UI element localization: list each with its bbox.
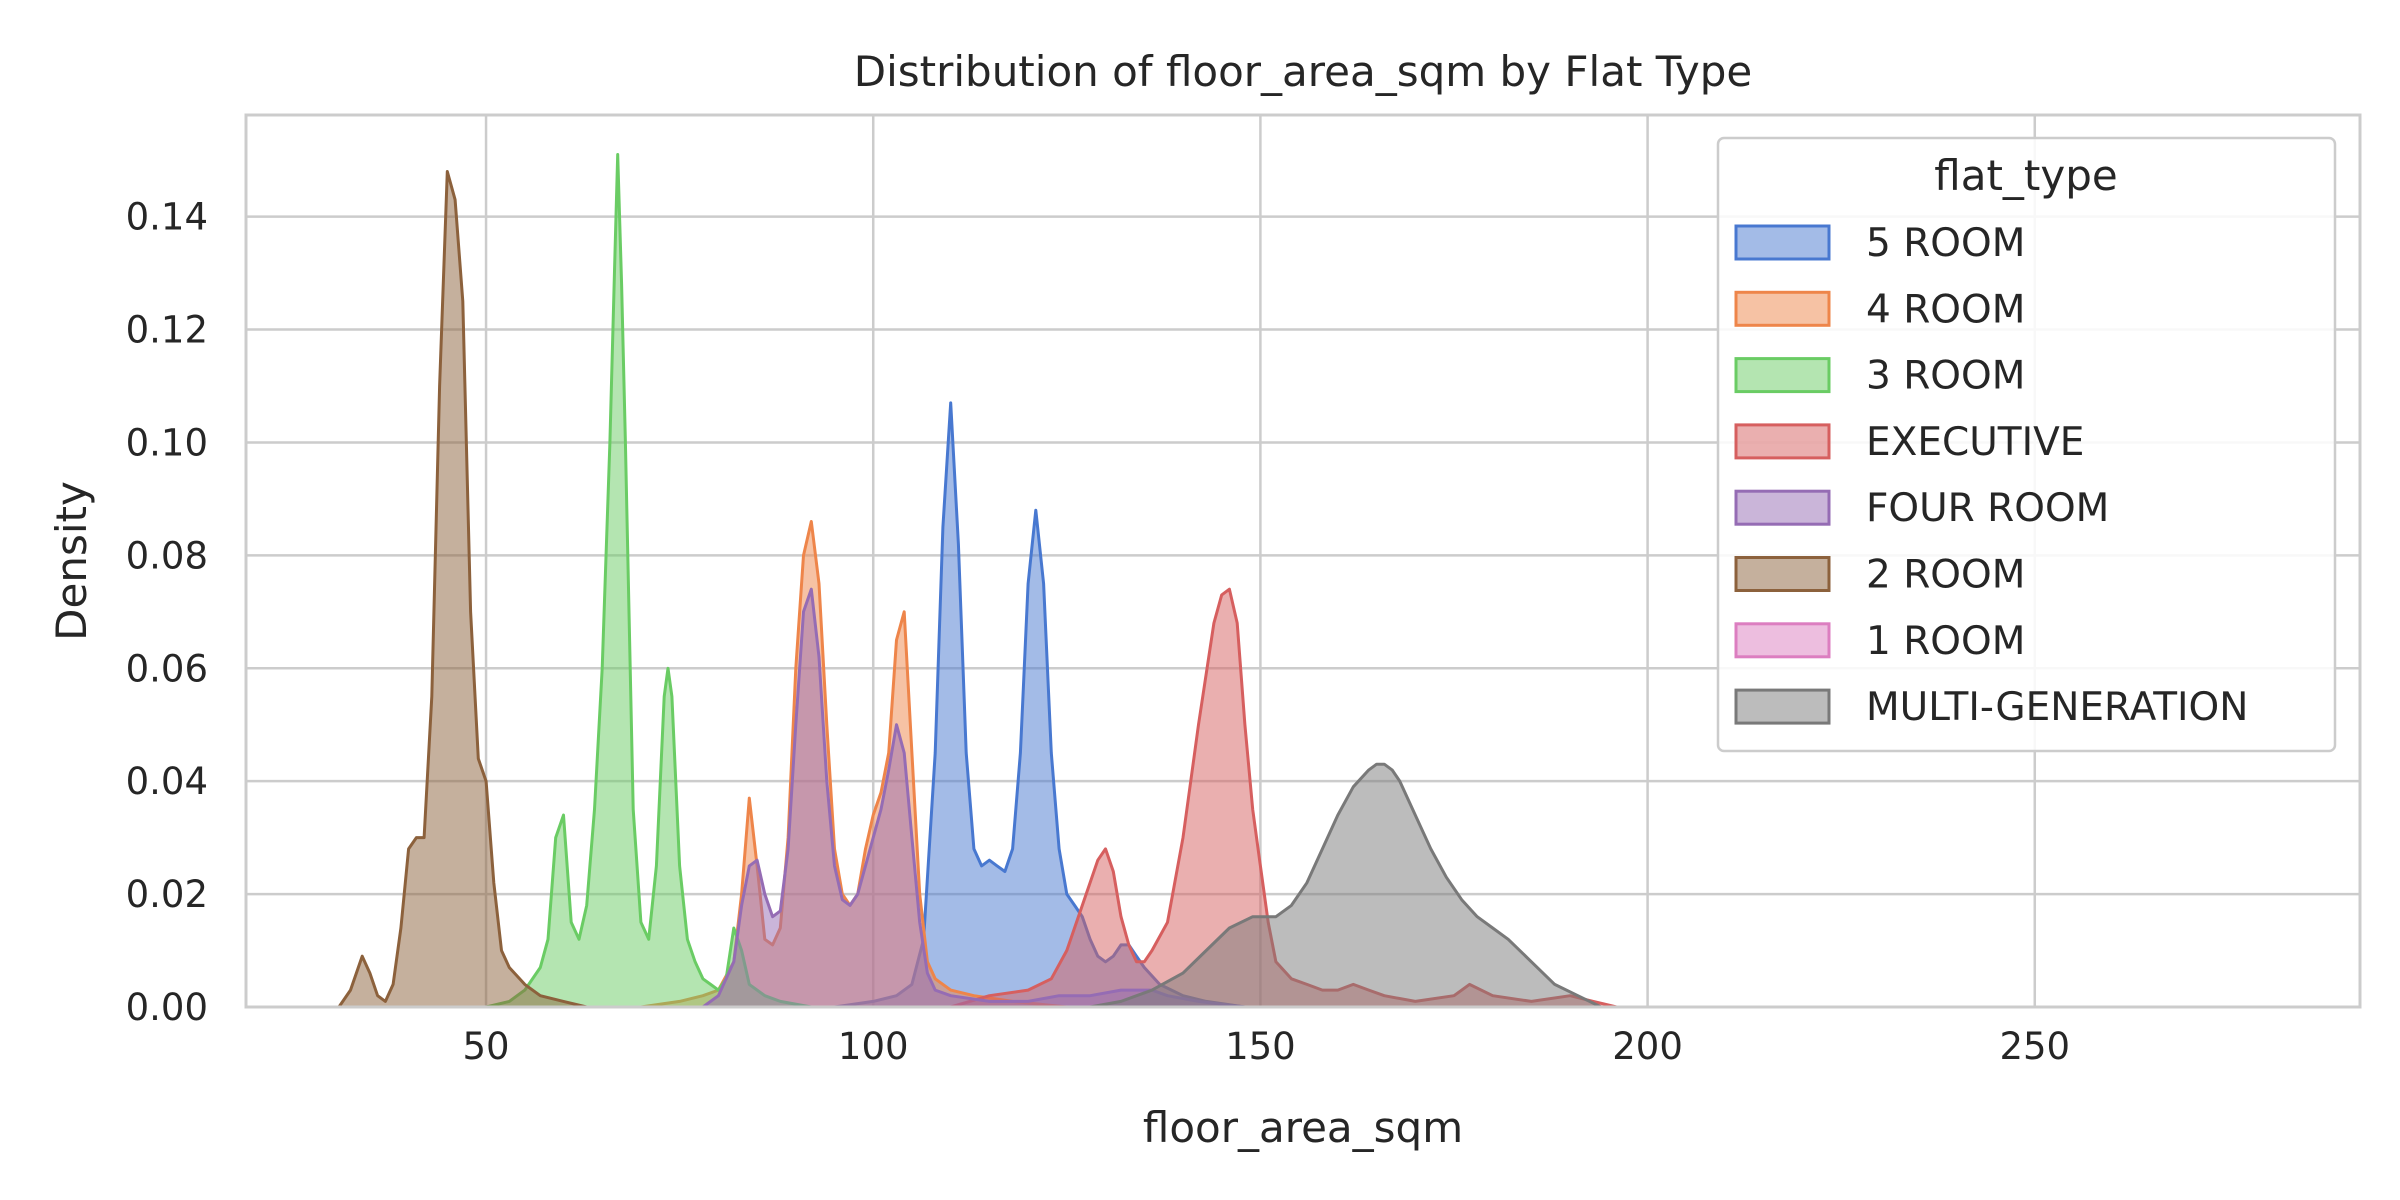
y-axis: 0.00 0.02 0.04 0.06 0.08 0.10 0.12 0.14 <box>126 196 208 1029</box>
density-area-2-room <box>338 171 587 1007</box>
density-line-multi-generation <box>1089 762 1602 1009</box>
legend-label-four-room: FOUR ROOM <box>1866 486 2109 531</box>
legend-swatch-1-room <box>1734 622 1831 659</box>
legend-label-4-room: 4 ROOM <box>1866 287 2025 332</box>
x-axis-label: floor_area_sqm <box>1143 1103 1463 1152</box>
legend-label-3-room: 3 ROOM <box>1866 354 2025 399</box>
y-tick-label: 0.04 <box>126 760 208 803</box>
x-tick-label: 200 <box>1612 1025 1683 1068</box>
y-tick-label: 0.12 <box>126 309 208 352</box>
plot-area <box>337 153 1617 1009</box>
density-line-4-room <box>640 520 1067 1009</box>
y-tick-label: 0.06 <box>126 647 208 690</box>
legend-swatch-3-room <box>1734 357 1831 394</box>
density-area-multi-generation <box>1090 764 1602 1007</box>
y-tick-label: 0.14 <box>126 196 208 239</box>
y-tick-label: 0.00 <box>126 986 208 1029</box>
legend-label-1-room: 1 ROOM <box>1866 619 2025 664</box>
density-line-2-room <box>337 170 588 1009</box>
legend-swatch-2-room <box>1734 556 1831 592</box>
legend-items: 5 ROOM 4 ROOM 3 ROOM EXECUTIVE FOUR ROOM 2 RO… <box>1734 221 2248 730</box>
legend-label-executive: EXECUTIVE <box>1866 420 2084 465</box>
x-tick-label: 100 <box>838 1025 909 1068</box>
legend: flat_type 5 ROOM 4 ROOM 3 ROOM EXECUTIVE FOU… <box>1716 136 2337 753</box>
legend-swatch-4-room <box>1734 290 1831 327</box>
density-area-5-room <box>834 402 1245 1007</box>
legend-label-2-room: 2 ROOM <box>1866 553 2025 598</box>
legend-title: flat_type <box>1934 151 2117 200</box>
y-tick-label: 0.08 <box>126 534 208 577</box>
legend-swatch-multi-generation <box>1734 688 1831 725</box>
legend-swatch-executive <box>1734 423 1831 460</box>
x-tick-label: 150 <box>1225 1025 1296 1068</box>
legend-label-multi-generation: MULTI-GENERATION <box>1866 685 2248 730</box>
legend-label-5-room: 5 ROOM <box>1866 221 2025 266</box>
x-tick-label: 250 <box>1999 1025 2070 1068</box>
y-tick-label: 0.02 <box>126 873 208 916</box>
density-area-four-room <box>702 589 1245 1007</box>
x-axis: 50 100 150 200 250 <box>463 1025 2071 1068</box>
y-axis-label: Density <box>47 481 96 641</box>
plot-frame <box>244 113 2362 1009</box>
legend-swatch-5-room <box>1734 224 1831 261</box>
density-line-four-room <box>702 587 1246 1009</box>
y-tick-label: 0.10 <box>126 421 208 464</box>
chart-title: Distribution of floor_area_sqm by Flat T… <box>854 47 1753 96</box>
legend-box <box>1716 136 2337 753</box>
x-tick-label: 50 <box>463 1025 510 1068</box>
legend-swatch-four-room <box>1734 489 1831 526</box>
